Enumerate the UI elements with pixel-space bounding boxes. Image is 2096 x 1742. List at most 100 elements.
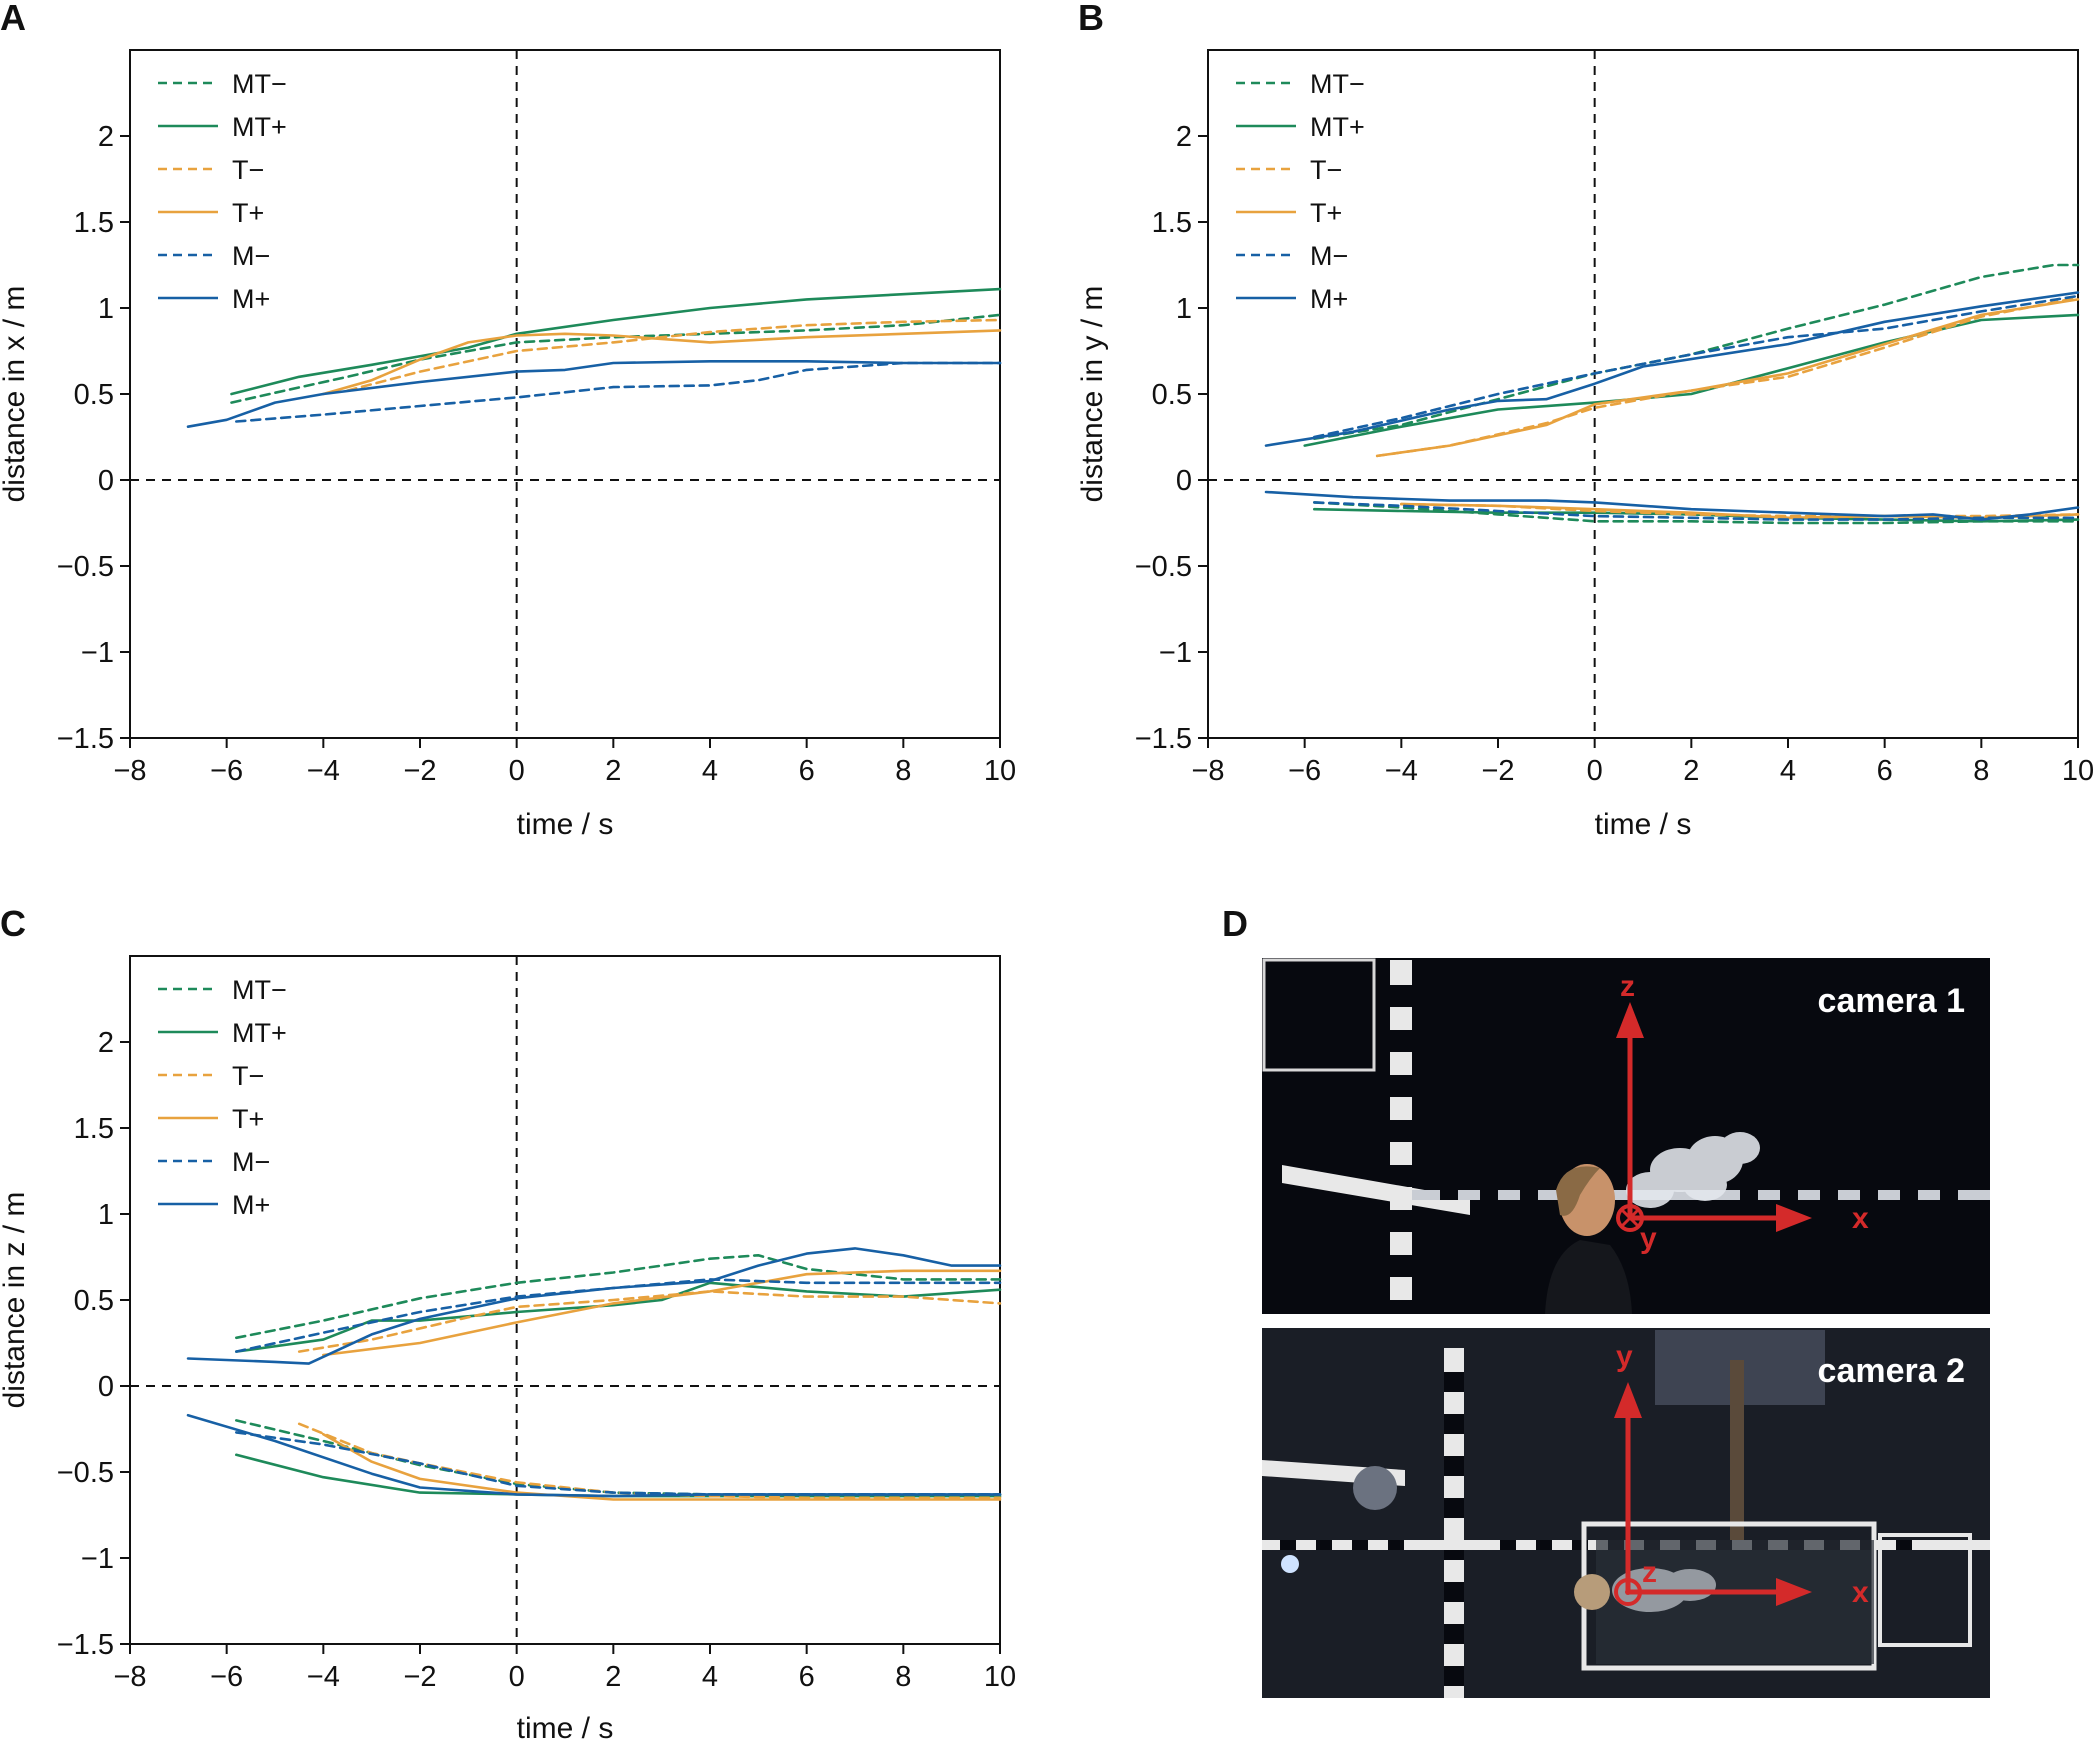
y-tick-label: 1.5 [74,1113,114,1145]
x-tick-label: 0 [509,1661,525,1693]
x-ticks-b: −8 −6 −4 −2 0 2 4 6 8 10 [1191,738,2094,787]
exhaled-smoke [1626,1132,1760,1208]
series-line-m-plus-branch-2 [1264,490,2080,521]
x-ticks-a: −8 −6 −4 −2 0 2 4 6 8 10 [113,738,1016,787]
series-line-mt-plus-branch-2 [235,1453,1002,1498]
series-line-mt-minus [230,313,1002,404]
series-line-m-minus [235,361,1002,423]
series-line-m-minus-branch-1 [235,1278,1002,1353]
x-tick-label: −8 [113,755,146,787]
x-axis-label-a: time / s [517,808,614,841]
x-tick-label: 10 [984,755,1016,787]
coordinate-axes-camera-2: y x z [1614,1340,1869,1609]
x-tick-label: −4 [307,755,340,787]
legend-label-mt-plus: MT+ [1310,112,1365,142]
x-tick-label: −6 [210,1661,243,1693]
camera-2-axis-z: z [1642,1556,1657,1589]
y-ticks-c: −1.5 −1 −0.5 0 0.5 1 1.5 2 [57,1027,130,1661]
panel-c: C −1.5 −1 −0.5 0 0.5 1 1.5 2 −8 −6 −4 −2 0 2 4 6 8 10 MT… [0,903,1016,1742]
series-a [186,287,1002,428]
series-line-t-minus-branch-1 [297,1290,1002,1353]
y-tick-label: 1.5 [74,207,114,239]
legend-b: MT− MT+ T− T+ M− M+ [1236,69,1365,314]
x-tick-label: 0 [509,755,525,787]
x-tick-label: −6 [1288,755,1321,787]
camera-1-label: camera 1 [1818,982,1965,1020]
y-tick-label: 0.5 [74,1285,114,1317]
x-tick-label: 0 [1587,755,1603,787]
x-tick-label: 4 [1780,755,1796,787]
series-line-m-plus-branch-1 [1264,291,2080,447]
x-tick-label: −2 [403,1661,436,1693]
x-axis-label-b: time / s [1595,808,1692,841]
x-tick-label: −6 [210,755,243,787]
y-tick-label: −0.5 [57,551,114,583]
y-tick-label: 1 [98,1199,114,1231]
x-tick-label: 6 [799,755,815,787]
y-tick-label: −1.5 [57,1629,114,1661]
series-line-mt-plus-branch-1 [1303,313,2080,447]
series-line-t-plus [322,329,1002,396]
panel-b: B −1.5 −1 −0.5 0 0.5 1 1.5 2 −8 −6 −4 −2 0 2 4 6 8 10 MT… [1076,0,2094,841]
series-line-mt-minus-branch-2 [235,1419,1002,1496]
series-line-m-minus-branch-1 [1313,294,2080,439]
y-axis-label-c: distance in z / m [0,1192,31,1409]
series-line-mt-minus-branch-1 [1313,263,2080,440]
series-line-mt-minus-branch-1 [235,1254,1002,1340]
legend-label-t-plus: T+ [1310,198,1342,228]
camera-2-label: camera 2 [1818,1352,1965,1390]
series-line-m-plus-branch-1 [186,1247,1002,1365]
series-line-mt-plus-branch-1 [235,1281,1002,1353]
x-tick-label: 4 [702,1661,718,1693]
series-line-t-plus-branch-2 [322,1432,1002,1501]
y-axis-label-b: distance in y / m [1076,286,1109,503]
x-tick-label: −8 [113,1661,146,1693]
x-tick-label: 2 [1683,755,1699,787]
x-tick-label: 8 [895,1661,911,1693]
panel-a: A −1.5 −1 −0.5 0 0.5 1 1.5 2 −8 −6 −4 −2 0 2 4 6 8 10 MT… [0,0,1016,841]
series-line-m-minus-branch-2 [1313,501,2080,521]
series-line-mt-plus [230,287,1002,396]
x-tick-label: −4 [1385,755,1418,787]
legend-label-mt-minus: MT− [232,69,287,99]
y-tick-label: −1.5 [1135,723,1192,755]
y-tick-label: −0.5 [57,1457,114,1489]
x-tick-label: 2 [605,1661,621,1693]
camera-1-axis-y: y [1640,1222,1657,1255]
y-tick-label: 2 [1176,121,1192,153]
y-tick-label: 1.5 [1152,207,1192,239]
series-line-t-plus-branch-1 [322,1269,1002,1357]
legend-label-t-plus: T+ [232,198,264,228]
y-tick-label: 1 [98,293,114,325]
legend-label-t-minus: T− [1310,155,1342,185]
series-line-t-minus [346,318,1002,392]
legend-label-m-plus: M+ [1310,284,1348,314]
plot-frame-c [129,955,1001,1645]
series-c [186,1247,1002,1501]
x-tick-label: −2 [1481,755,1514,787]
x-tick-label: −4 [307,1661,340,1693]
panel-letter-b: B [1078,0,1104,38]
x-tick-label: −8 [1191,755,1224,787]
plot-frame-a [129,49,1001,739]
y-tick-label: 0 [98,465,114,497]
reference-lines-c [130,956,1000,1644]
camera-2-axis-x: x [1852,1576,1869,1609]
panel-letter-c: C [0,903,26,944]
legend-label-t-minus: T− [232,1061,264,1091]
x-tick-label: 4 [702,755,718,787]
y-tick-label: 2 [98,121,114,153]
reference-lines-a [130,50,1000,738]
person-silhouette [1545,1164,1632,1314]
panel-letter-d: D [1222,903,1248,944]
y-tick-label: −0.5 [1135,551,1192,583]
legend-label-mt-plus: MT+ [232,1018,287,1048]
legend-label-m-plus: M+ [232,1190,270,1220]
legend-label-mt-minus: MT− [1310,69,1365,99]
x-tick-label: 2 [605,755,621,787]
panel-letter-a: A [0,0,26,38]
camera-1-axis-z: z [1620,970,1635,1003]
series-b [1264,263,2080,525]
x-tick-label: 6 [799,1661,815,1693]
y-tick-label: −1 [81,637,114,669]
